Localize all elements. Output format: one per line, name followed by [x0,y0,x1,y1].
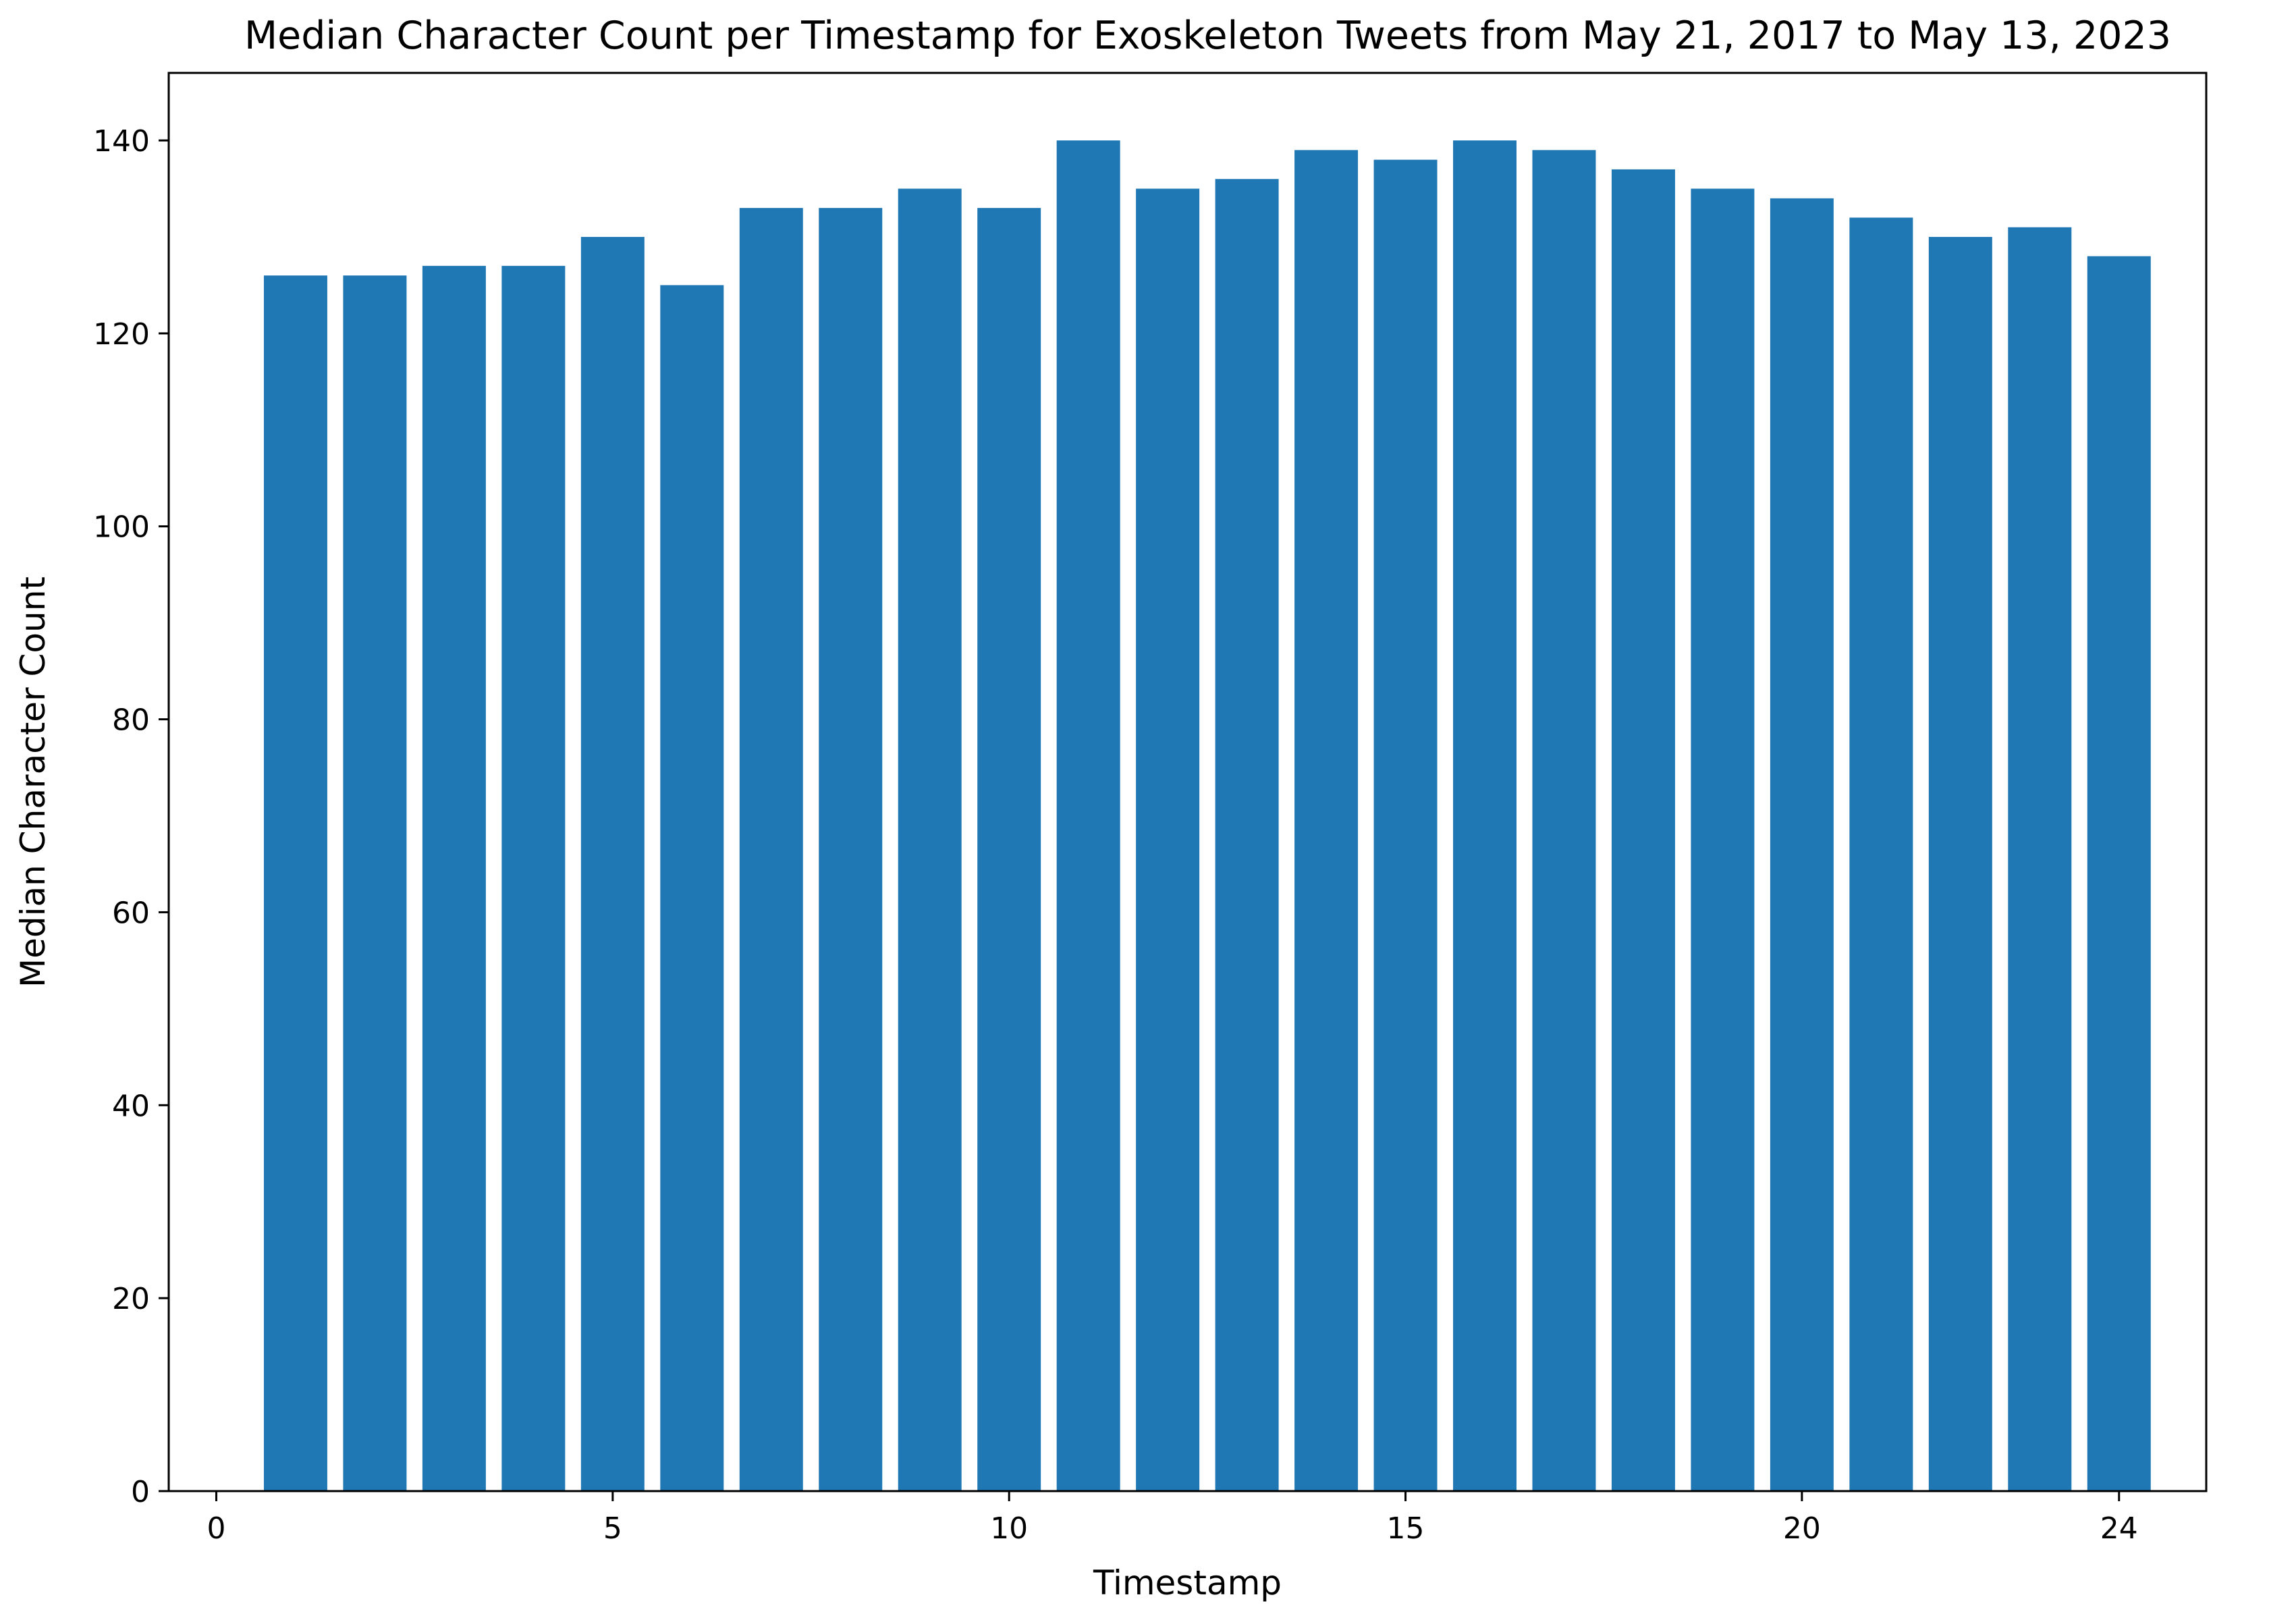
y-tick-label: 80 [112,703,150,738]
x-tick-label: 5 [603,1511,622,1546]
x-tick-label: 20 [1783,1511,1821,1546]
bar-7 [739,208,803,1492]
x-axis-label: Timestamp [1093,1563,1282,1602]
bar-1 [263,275,327,1491]
chart-title: Median Character Count per Timestamp for… [244,14,2171,58]
bar-11 [1056,140,1120,1491]
plot-frame [167,72,2208,1492]
y-tick-label: 60 [112,896,150,930]
y-tick-label: 140 [93,124,150,159]
y-tick-label: 40 [112,1089,150,1123]
bar-9 [898,188,962,1491]
x-axis: 0 5 10 15 20 24 [207,1491,2138,1546]
bar-24 [2087,256,2151,1491]
bar-6 [660,285,724,1492]
y-tick-label: 100 [93,510,150,545]
bar-16 [1453,140,1517,1491]
bar-17 [1532,150,1596,1492]
bar-14 [1294,150,1359,1492]
bar-20 [1770,198,1834,1491]
bars-group [263,140,2151,1492]
bar-12 [1136,188,1200,1491]
bar-2 [343,275,407,1491]
y-tick-label: 0 [131,1475,150,1509]
bar-21 [1849,217,1913,1491]
bar-10 [977,208,1041,1492]
bar-5 [580,236,645,1492]
y-tick-label: 120 [93,317,150,352]
bar-23 [2008,227,2072,1492]
bar-19 [1691,188,1755,1491]
bar-18 [1611,169,1675,1492]
x-tick-label: 0 [207,1511,225,1546]
y-tick-label: 20 [112,1282,150,1316]
y-axis-label: Median Character Count [13,576,53,988]
x-tick-label: 15 [1387,1511,1425,1546]
y-axis: 0 20 40 60 80 100 120 140 [93,124,169,1509]
bar-13 [1215,179,1279,1492]
bar-3 [422,265,486,1492]
bar-22 [1928,236,1992,1492]
x-tick-label: 24 [2100,1511,2138,1546]
x-tick-label: 10 [990,1511,1028,1546]
bar-15 [1373,159,1438,1491]
bar-8 [819,208,883,1492]
bar-4 [501,265,566,1492]
